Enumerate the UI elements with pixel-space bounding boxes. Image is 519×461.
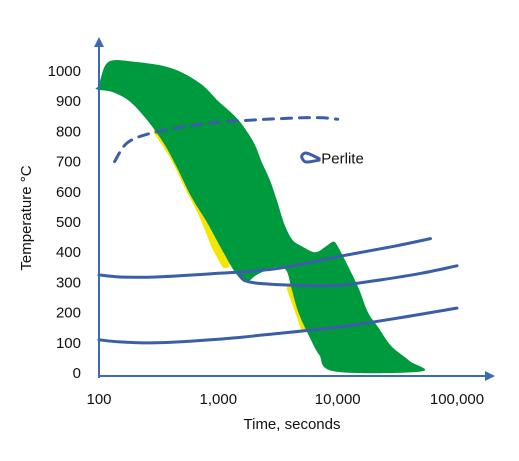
curve-1 (113, 116, 340, 164)
y-tick-label: 300 (56, 274, 81, 291)
band-area (95, 60, 426, 374)
y-tick-label: 400 (56, 244, 81, 261)
curve-group (97, 116, 459, 345)
x-tick-label: 1,000 (200, 391, 238, 408)
curve-3 (97, 237, 432, 279)
x-tick-label: 10,000 (315, 391, 361, 408)
y-tick-label: 800 (56, 123, 81, 140)
y-tick-label: 900 (56, 93, 81, 110)
y-tick-label: 100 (56, 335, 81, 352)
y-axis-title: Temperature °C (18, 165, 35, 270)
curve-2 (300, 151, 321, 164)
transformation-band (95, 60, 426, 374)
y-tick-label: 700 (56, 154, 81, 171)
x-tick-label: 100 (86, 391, 111, 408)
tick-labels: 0 100 200 300 400 500 600 700 800 900 1000 100 1,000… (48, 63, 484, 408)
y-tick-label: 500 (56, 214, 81, 231)
y-tick-label: 0 (73, 365, 81, 382)
perlite-annotation: Perlite (321, 151, 364, 168)
annotations: Perlite (321, 151, 364, 168)
curve-4 (237, 264, 459, 288)
y-tick-label: 600 (56, 184, 81, 201)
x-axis-title: Time, seconds (244, 416, 341, 433)
x-tick-label: 100,000 (430, 391, 484, 408)
y-tick-label: 1000 (48, 63, 81, 80)
y-tick-label: 200 (56, 305, 81, 322)
curve-5 (97, 306, 459, 345)
